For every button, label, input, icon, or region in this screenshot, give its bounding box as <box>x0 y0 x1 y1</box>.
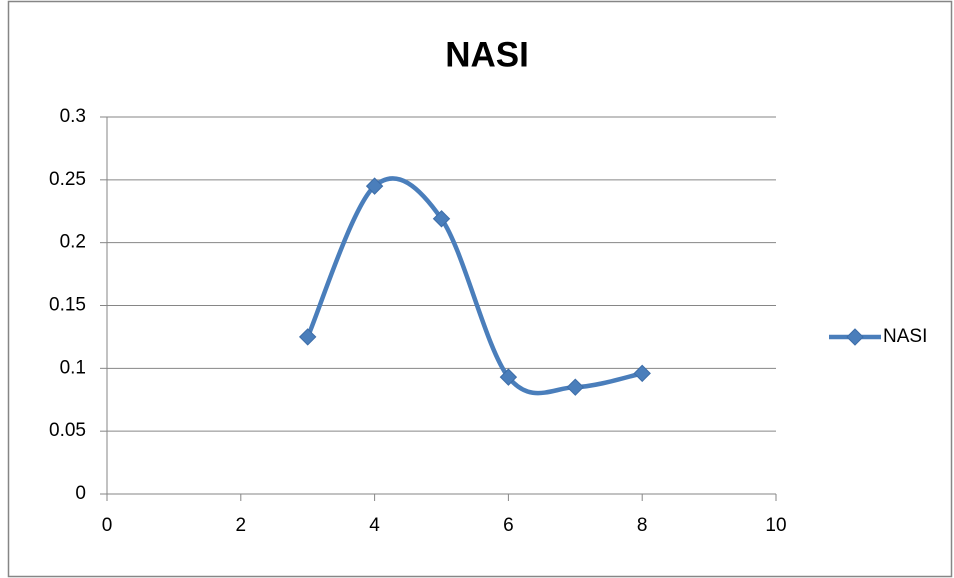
legend-marker <box>846 328 864 346</box>
y-tick-label: 0.15 <box>49 295 86 316</box>
x-tick-label: 8 <box>637 515 648 536</box>
x-tick-label: 0 <box>102 515 113 536</box>
data-point <box>566 378 585 396</box>
y-tick-label: 0.25 <box>49 169 86 190</box>
legend-label: NASI <box>883 326 927 347</box>
x-tick-label: 6 <box>503 515 514 536</box>
data-point <box>298 328 317 346</box>
y-tick-label: 0.3 <box>60 106 86 127</box>
data-point <box>633 364 651 383</box>
chart-title: NASI <box>445 35 529 74</box>
y-tick-label: 0.1 <box>60 357 86 378</box>
y-tick-label: 0.05 <box>49 420 86 441</box>
data-point <box>432 210 451 228</box>
chart-border <box>7 0 953 578</box>
data-point <box>365 177 384 195</box>
x-tick-label: 2 <box>236 515 247 536</box>
x-tick-label: 4 <box>369 515 380 536</box>
y-tick-label: 0.2 <box>60 232 86 253</box>
data-point <box>499 368 518 386</box>
y-tick-label: 0 <box>75 483 86 504</box>
x-tick-label: 10 <box>765 515 786 536</box>
